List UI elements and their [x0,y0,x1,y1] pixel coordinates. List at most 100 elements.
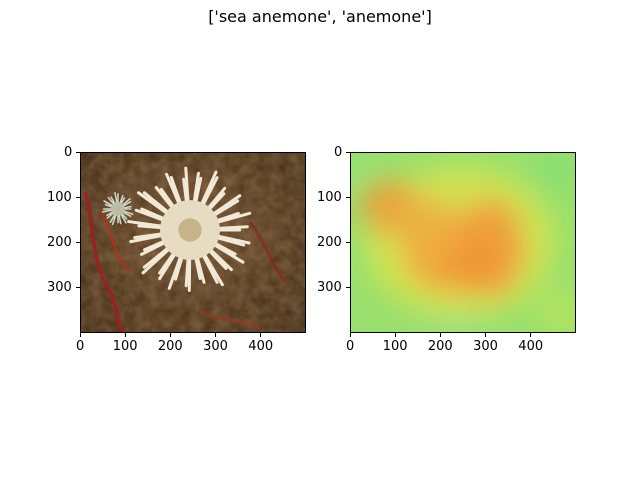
anemone-mouth [178,218,202,242]
x-tick-label: 400 [518,339,544,354]
tentacle [205,186,227,212]
y-tick-mark [76,287,80,289]
tentacle [193,253,202,281]
tentacle [122,210,134,216]
tentacle [110,196,116,205]
y-tick-mark [76,151,80,153]
axes-frame [80,152,306,333]
tentacle [121,198,131,206]
tentacle [174,253,185,281]
tentacle [192,171,200,206]
y-tick-label: 200 [47,235,72,250]
tentacle [123,205,132,209]
tentacle [169,175,183,208]
tentacle [199,170,218,208]
saliency-heatmap [350,152,576,333]
x-tick-label: 200 [157,339,183,354]
tentacle [106,211,114,217]
tentacle [209,194,242,217]
tentacle [184,166,190,206]
tentacle [214,225,249,231]
tentacle [120,213,127,224]
tentacle [142,244,172,269]
y-tick-label: 200 [317,235,342,250]
tentacle [158,249,177,275]
tentacle [184,254,190,288]
tentacle [141,246,173,275]
tentacle [111,213,117,226]
x-tick-mark [124,333,126,337]
y-tick-mark [346,242,350,243]
x-tick-mark [394,333,396,337]
tentacle [137,191,171,217]
tentacle [195,253,206,284]
x-tick-label: 400 [248,339,274,354]
tentacle [103,200,114,207]
tentacle [213,211,240,224]
tentacle [137,224,166,230]
tentacle [213,235,246,247]
x-tick-label: 300 [473,339,498,354]
tentacle [120,197,126,205]
x-tick-mark [530,333,532,337]
tentacle [206,192,226,213]
x-tick-label: 0 [346,339,355,354]
y-tick-mark [346,287,350,289]
x-tick-mark [169,333,171,337]
tentacle [133,232,166,240]
x-tick-label: 300 [203,339,228,354]
x-tick-mark [439,333,441,337]
tentacle [211,240,237,256]
x-tick-label: 100 [382,339,408,354]
tentacle [213,211,252,225]
tentacle [101,209,113,213]
tentacle [182,177,189,206]
tentacle [201,250,224,287]
tentacle [210,242,245,264]
saliency-heatmap-axes: 0 100 200 300 400 0 100 200 300 [317,145,576,354]
x-tick-mark [485,333,487,337]
tentacle [122,211,132,217]
x-tick-mark [79,333,81,337]
x-tick-mark [349,333,351,337]
x-tick-label: 200 [427,339,453,354]
y-tick-label: 300 [317,280,342,296]
tentacle [140,207,168,222]
tentacle [140,240,169,256]
tentacle [106,212,115,219]
x-tick-label: 0 [76,339,85,354]
tentacle [118,214,122,225]
tentacle [134,208,168,223]
tentacle [207,246,233,272]
y-tick-label: 100 [47,189,72,205]
y-tick-label: 100 [317,189,342,205]
y-tick-mark [346,151,350,153]
tentacle [121,212,128,220]
tentacle [104,203,114,208]
tentacle [210,199,240,218]
y-tick-label: 0 [64,144,73,160]
tentacle [193,176,203,207]
y-tick-mark [346,196,350,198]
tentacle [114,192,118,204]
anemone-mouth [115,206,121,212]
x-tick-label: 100 [112,339,138,354]
tentacle [143,238,168,252]
tentacle [107,196,115,206]
tentacle [200,176,219,209]
anemone-photo [80,152,306,333]
tentacle [159,187,177,211]
tentacle [200,251,219,284]
tentacle [213,234,251,245]
y-tick-label: 300 [47,280,72,296]
tentacle [165,172,182,208]
y-tick-mark [76,242,80,243]
tentacle [206,247,228,271]
tentacle [167,252,183,290]
tentacle [158,250,178,281]
tentacle [127,220,166,228]
x-tick-mark [260,333,262,337]
tentacle [142,191,172,216]
axes-frame [350,152,576,333]
